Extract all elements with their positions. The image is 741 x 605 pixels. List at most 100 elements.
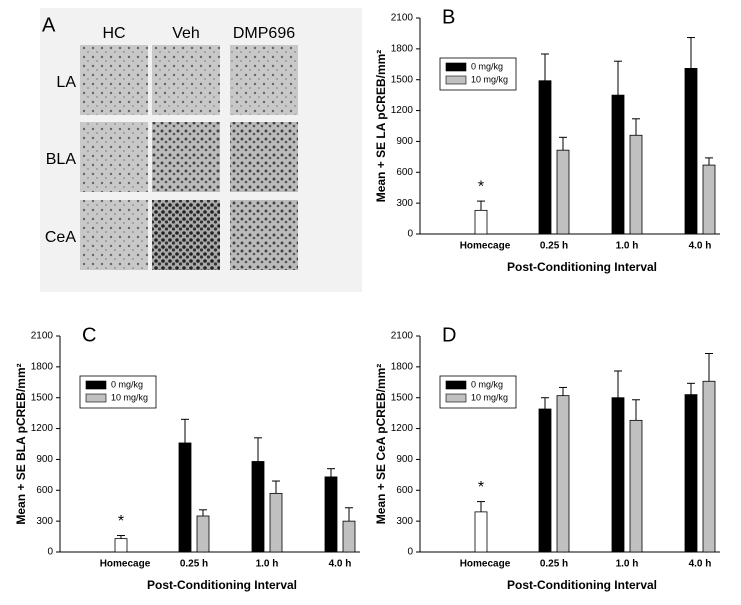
x-tick-label: 0.25 h: [540, 559, 568, 570]
bar: [196, 515, 210, 553]
micrograph: [152, 45, 220, 115]
annotation: *: [478, 479, 484, 496]
micrograph: [230, 122, 298, 192]
error-bar: [181, 418, 189, 443]
y-tick-label: 900: [396, 454, 413, 465]
bar: [474, 209, 488, 235]
column-label: Veh: [172, 25, 200, 42]
x-tick-label: Homecage: [460, 241, 511, 252]
bar: [684, 394, 698, 553]
bar: [178, 442, 192, 553]
legend-label: 0 mg/kg: [471, 61, 503, 71]
micrograph: [80, 45, 148, 115]
y-tick-label: 1200: [31, 423, 54, 434]
bar: [474, 511, 488, 553]
row-label: LA: [56, 74, 76, 91]
bar: [269, 492, 283, 553]
legend-label: 0 mg/kg: [471, 379, 503, 389]
x-tick-label: 0.25 h: [540, 241, 568, 252]
legend-label: 10 mg/kg: [471, 74, 508, 84]
error-bar: [705, 352, 713, 382]
micrograph: [152, 122, 220, 192]
legend-swatch: [445, 393, 467, 403]
micrograph: [80, 200, 148, 270]
bar: [538, 80, 552, 235]
y-tick-label: 600: [396, 485, 413, 496]
y-tick-label: 1800: [31, 361, 54, 372]
bar: [629, 134, 643, 235]
y-tick-label: 2100: [391, 331, 414, 342]
x-tick-label: 1.0 h: [616, 241, 639, 252]
legend-label: 10 mg/kg: [471, 392, 508, 402]
error-bar: [687, 382, 695, 395]
bar: [684, 68, 698, 235]
bar: [702, 164, 716, 235]
bar: [556, 149, 570, 235]
error-bar: [687, 37, 695, 69]
y-tick-label: 1800: [391, 361, 414, 372]
bar: [251, 461, 265, 553]
error-bar: [117, 535, 125, 539]
error-bar: [199, 509, 207, 516]
legend-swatch: [445, 75, 467, 85]
bar: [611, 397, 625, 553]
micrograph: [152, 200, 220, 270]
y-tick-label: 1200: [391, 423, 414, 434]
x-tick-label: Homecage: [460, 559, 511, 570]
x-tick-label: 4.0 h: [329, 559, 352, 570]
error-bar: [614, 60, 622, 96]
panel-label: D: [442, 324, 456, 346]
error-bar: [541, 53, 549, 81]
micrograph: [230, 45, 298, 115]
row-label: CeA: [45, 229, 76, 246]
legend-swatch: [445, 380, 467, 390]
legend-swatch: [85, 380, 107, 390]
error-bar: [705, 157, 713, 166]
x-tick-label: 0.25 h: [180, 559, 208, 570]
x-tick-label: 4.0 h: [689, 559, 712, 570]
error-bar: [272, 480, 280, 494]
x-axis-title: Post-Conditioning Interval: [147, 578, 297, 592]
y-tick-label: 300: [396, 198, 413, 209]
y-tick-label: 900: [36, 454, 53, 465]
error-bar: [541, 397, 549, 410]
column-label: HC: [102, 25, 125, 42]
y-tick-label: 600: [396, 167, 413, 178]
panel-label: C: [82, 324, 96, 346]
y-tick-label: 0: [407, 229, 413, 240]
bar: [324, 476, 338, 553]
y-tick-label: 1500: [31, 392, 54, 403]
y-tick-label: 0: [47, 547, 53, 558]
x-tick-label: 1.0 h: [256, 559, 279, 570]
micrograph: [230, 200, 298, 270]
y-axis-title: Mean + SE LA pCREB/mm²: [374, 50, 388, 203]
error-bar: [477, 200, 485, 211]
panel-label: B: [442, 6, 455, 28]
y-tick-label: 1800: [391, 43, 414, 54]
legend-label: 0 mg/kg: [111, 379, 143, 389]
y-tick-label: 300: [36, 516, 53, 527]
legend-swatch: [85, 393, 107, 403]
y-tick-label: 600: [36, 485, 53, 496]
panel-a: A: [42, 14, 56, 36]
error-bar: [559, 386, 567, 396]
annotation: *: [118, 513, 124, 530]
error-bar: [614, 370, 622, 398]
y-tick-label: 1200: [391, 105, 414, 116]
bar: [702, 380, 716, 553]
annotation: *: [478, 178, 484, 195]
x-axis-title: Post-Conditioning Interval: [507, 578, 657, 592]
y-tick-label: 2100: [31, 331, 54, 342]
bar: [611, 94, 625, 235]
error-bar: [632, 399, 640, 421]
x-tick-label: 1.0 h: [616, 559, 639, 570]
error-bar: [327, 468, 335, 477]
y-tick-label: 300: [396, 516, 413, 527]
x-tick-label: 4.0 h: [689, 241, 712, 252]
bar: [114, 538, 128, 553]
panel-label: A: [42, 14, 56, 36]
error-bar: [345, 507, 353, 522]
error-bar: [559, 136, 567, 151]
y-tick-label: 0: [407, 547, 413, 558]
